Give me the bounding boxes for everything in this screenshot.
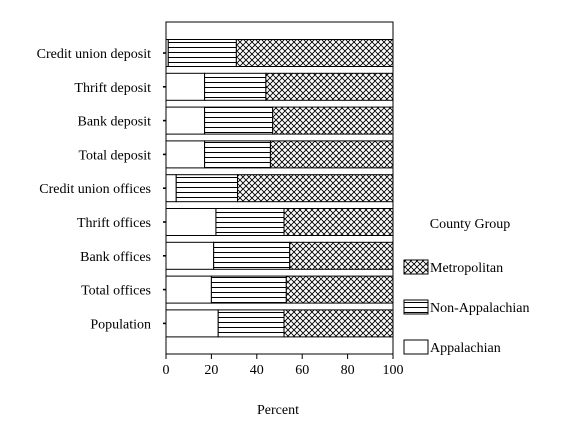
bars [165, 39, 394, 338]
x-axis-label: Percent [257, 403, 299, 418]
bar-metropolitan-total-deposit [269, 140, 394, 169]
bar-metropolitan-credit-union-offices [237, 174, 394, 203]
bar-appalachian-total-offices [165, 275, 212, 304]
bar-non-appalachian-thrift-deposit [204, 72, 267, 101]
bar-metropolitan-bank-offices [289, 241, 394, 270]
category-label-total-offices: Total offices [81, 284, 151, 299]
x-tick-label-80: 80 [341, 363, 355, 378]
bar-non-appalachian-credit-union-deposit [167, 39, 237, 67]
x-axis: 0 20 40 60 80 100 [163, 354, 404, 378]
category-label-total-deposit: Total deposit [78, 148, 151, 163]
category-label-credit-union-offices: Credit union offices [39, 182, 151, 197]
legend-swatch-metropolitan [403, 259, 429, 275]
bar-metropolitan-credit-union-deposit [235, 39, 394, 67]
bar-metropolitan-bank-deposit [272, 106, 394, 135]
x-tick-label-20: 20 [204, 363, 218, 378]
bar-appalachian-bank-offices [165, 241, 215, 270]
category-label-thrift-deposit: Thrift deposit [74, 81, 151, 96]
bar-appalachian-thrift-offices [165, 208, 217, 236]
category-labels: Credit union deposit Thrift deposit Bank d… [37, 47, 166, 332]
legend-label-non-appalachian: Non-Appalachian [430, 301, 530, 316]
bar-non-appalachian-total-offices [210, 275, 287, 304]
bar-metropolitan-thrift-offices [283, 208, 394, 236]
legend-swatch-non-appalachian [403, 299, 429, 315]
legend-swatch-appalachian [403, 339, 429, 355]
bar-appalachian-total-deposit [165, 140, 206, 169]
x-tick-label-100: 100 [383, 363, 404, 378]
bar-non-appalachian-credit-union-offices [175, 174, 239, 203]
x-tick-label-40: 40 [250, 363, 264, 378]
x-tick-label-60: 60 [295, 363, 309, 378]
bar-metropolitan-population [283, 309, 394, 338]
bar-appalachian-population [165, 309, 219, 338]
bar-appalachian-bank-deposit [165, 106, 206, 135]
category-label-credit-union-deposit: Credit union deposit [37, 47, 151, 62]
bar-non-appalachian-bank-deposit [204, 106, 274, 135]
legend-title: County Group [430, 217, 511, 232]
bar-non-appalachian-bank-offices [213, 241, 291, 270]
bar-non-appalachian-population [217, 309, 285, 338]
legend-label-metropolitan: Metropolitan [430, 261, 503, 276]
category-label-bank-offices: Bank offices [80, 250, 151, 265]
x-tick-label-0: 0 [163, 363, 170, 378]
category-label-bank-deposit: Bank deposit [78, 115, 152, 130]
legend-label-appalachian: Appalachian [430, 341, 501, 356]
bar-appalachian-credit-union-offices [165, 174, 177, 203]
category-label-population: Population [90, 317, 151, 332]
bar-metropolitan-total-offices [285, 275, 394, 304]
bar-non-appalachian-thrift-offices [215, 208, 285, 236]
legend: County Group Metropolitan Non-Appalachian… [403, 217, 530, 356]
category-label-thrift-offices: Thrift offices [77, 216, 151, 231]
bar-non-appalachian-total-deposit [204, 140, 271, 169]
bar-metropolitan-thrift-deposit [265, 72, 394, 101]
bar-appalachian-thrift-deposit [165, 72, 206, 101]
